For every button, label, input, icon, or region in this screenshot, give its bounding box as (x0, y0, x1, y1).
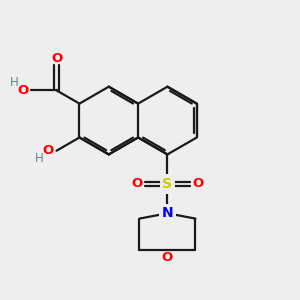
Text: O: O (17, 84, 28, 97)
Text: O: O (42, 144, 53, 157)
Text: H: H (34, 152, 43, 166)
Text: O: O (162, 251, 173, 264)
Text: O: O (192, 177, 203, 190)
Text: N: N (162, 206, 173, 220)
Text: O: O (51, 52, 62, 65)
Text: H: H (9, 76, 18, 88)
Text: O: O (131, 177, 143, 190)
Text: S: S (162, 177, 172, 191)
